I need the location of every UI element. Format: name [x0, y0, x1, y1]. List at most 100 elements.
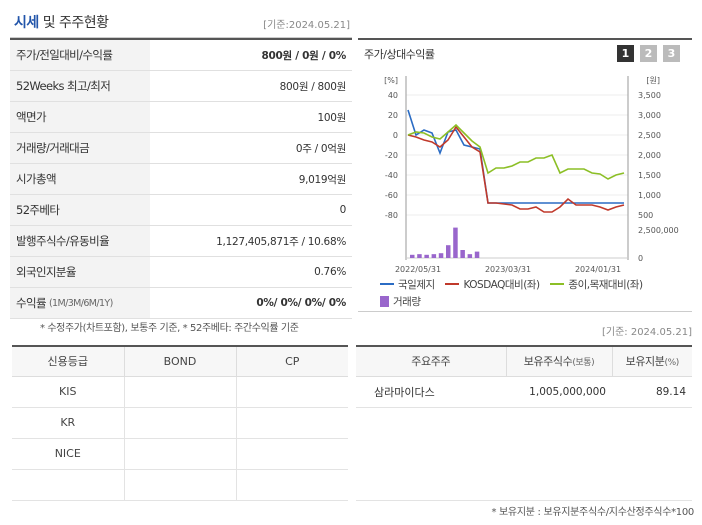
- right-tick-label: 500: [638, 211, 653, 220]
- right-tick-label: 3,500: [638, 91, 661, 100]
- info-footnote: * 수정주가(차트포함), 보통주 기준, * 52주베타: 주간수익률 기준: [40, 323, 299, 334]
- info-label: 거래량/거래대금: [10, 133, 150, 163]
- chart-page-3-button[interactable]: 3: [663, 45, 680, 62]
- info-value: 100원: [317, 111, 346, 124]
- holder-shares: 1,005,000,000: [506, 376, 612, 408]
- info-label: 시가총액: [10, 164, 150, 194]
- holder-name: 삼라마이다스: [356, 376, 506, 408]
- legend-swatch: [445, 283, 460, 285]
- info-label: 외국인지분율: [10, 257, 150, 287]
- left-tick-label: 20: [388, 111, 398, 120]
- info-value: 800원 / 0원 / 0%: [261, 49, 347, 62]
- table-row: NICE: [12, 438, 348, 470]
- info-value: 0: [339, 204, 347, 216]
- info-row-52w: 52Weeks 최고/최저 800원 / 800원: [10, 71, 352, 102]
- table-row: KR: [12, 407, 348, 439]
- left-tick-label: -60: [385, 191, 398, 200]
- credit-rating-table: 신용등급 BOND CP KIS KR NICE: [12, 345, 348, 501]
- column-header: 보유주식수(보통): [506, 346, 613, 377]
- volume-bar: [474, 251, 480, 258]
- table-cell: NICE: [12, 438, 125, 470]
- volume-bar: [410, 254, 415, 258]
- table-header-row: 주요주주 보유주식수(보통) 보유지분(%): [356, 346, 692, 377]
- series-line-1: [407, 109, 624, 204]
- legend-swatch: [380, 295, 389, 307]
- info-row-return: 수익률 (1M/3M/6M/1Y) 0%/ 0%/ 0%/ 0%: [10, 288, 352, 319]
- left-axis-unit: [%]: [384, 76, 398, 85]
- price-chart: [%] [원] 40 20 0 -20 -40 -60 -80 3,500 3,000 2,500 2,…: [384, 76, 679, 274]
- info-row-price: 주가/전일대비/수익률 800원 / 0원 / 0%: [10, 40, 352, 71]
- legend-label: 종이,목재대비(좌): [568, 278, 643, 291]
- holder-footnote: * 보유지분 : 보유지분주식수/지수산정주식수*100: [491, 507, 694, 518]
- volume-tick-label: 2,500,000: [638, 226, 679, 235]
- legend-item: 종이,목재대비(좌): [550, 277, 643, 292]
- section-header: 시세 및 주주현황 [기준:2024.05.21]: [10, 8, 352, 38]
- volume-bar: [438, 253, 444, 258]
- info-label: 발행주식수/유동비율: [10, 226, 150, 256]
- info-label: 액면가: [10, 102, 150, 132]
- series-line-3: [407, 123, 625, 180]
- x-tick-label: 2023/03/31: [485, 265, 531, 274]
- table-cell: [124, 438, 237, 470]
- info-label: 52Weeks 최고/최저: [10, 71, 150, 101]
- shareholder-table: 주요주주 보유주식수(보통) 보유지분(%) 삼라마이다스 1,005,000,…: [356, 345, 692, 501]
- table-cell: [236, 376, 348, 408]
- info-row-volume: 거래량/거래대금 0주 / 0억원: [10, 133, 352, 164]
- table-cell: KIS: [12, 376, 125, 408]
- column-header: 주요주주: [356, 346, 507, 377]
- legend-swatch: [550, 283, 565, 285]
- title-prefix: 시세: [14, 15, 39, 31]
- table-cell: [236, 407, 348, 439]
- info-value: 800원 / 800원: [279, 80, 347, 93]
- left-tick-label: 40: [388, 91, 398, 100]
- right-tick-label: 1,500: [638, 171, 661, 180]
- chart-page-2-button[interactable]: 2: [640, 45, 657, 62]
- info-label: 52주베타: [10, 195, 150, 225]
- table-header-row: 신용등급 BOND CP: [12, 346, 348, 377]
- legend-label: 거래량: [393, 295, 421, 308]
- left-tick-label: -20: [385, 151, 398, 160]
- volume-bar: [417, 254, 422, 258]
- right-tick-label: 3,000: [638, 111, 661, 120]
- legend-item: 거래량: [380, 294, 421, 309]
- left-tick-label: -40: [385, 171, 398, 180]
- column-header: 보유지분(%): [612, 346, 692, 377]
- table-row: KIS: [12, 376, 348, 408]
- info-value: 0주 / 0억원: [295, 142, 346, 155]
- reference-date: [기준:2024.05.21]: [263, 20, 350, 31]
- table-row: 삼라마이다스 1,005,000,000 89.14: [356, 376, 692, 408]
- info-value: 0.76%: [314, 266, 346, 278]
- info-row-marketcap: 시가총액 9,019억원: [10, 164, 352, 195]
- table-cell: [236, 438, 348, 470]
- info-value: 9,019억원: [298, 173, 347, 186]
- volume-bar: [431, 254, 437, 258]
- table-row: [12, 469, 348, 501]
- table-cell: KR: [12, 407, 125, 439]
- table-cell: [124, 407, 237, 439]
- column-header-unit: (%): [664, 358, 680, 369]
- table-cell: [124, 469, 237, 501]
- column-header-unit: (보통): [572, 358, 595, 369]
- info-value: 1,127,405,871주 / 10.68%: [216, 235, 346, 248]
- column-header-label: 보유주식수: [523, 355, 573, 369]
- info-row-beta: 52주베타 0: [10, 195, 352, 226]
- volume-bar: [467, 254, 473, 258]
- column-header: 신용등급: [12, 346, 125, 377]
- legend-label: KOSDAQ대비(좌): [463, 278, 540, 291]
- right-tick-label: 1,000: [638, 191, 661, 200]
- volume-bar: [424, 254, 429, 258]
- right-axis-unit: [원]: [646, 76, 660, 85]
- chart-page-1-button[interactable]: 1: [617, 45, 634, 62]
- column-header: BOND: [124, 346, 237, 377]
- table-cell: [12, 469, 125, 501]
- info-row-foreign: 외국인지분율 0.76%: [10, 257, 352, 288]
- reference-date-right: [기준: 2024.05.21]: [601, 327, 692, 338]
- info-label: 수익률: [16, 296, 47, 310]
- left-tick-label: 0: [393, 131, 398, 140]
- x-tick-label: 2024/01/31: [575, 265, 621, 274]
- table-cell: [236, 469, 348, 501]
- volume-bar: [446, 245, 451, 258]
- info-row-shares: 발행주식수/유동비율 1,127,405,871주 / 10.68%: [10, 226, 352, 257]
- legend-item: 국일제지: [380, 277, 435, 292]
- legend-item: KOSDAQ대비(좌): [445, 277, 540, 292]
